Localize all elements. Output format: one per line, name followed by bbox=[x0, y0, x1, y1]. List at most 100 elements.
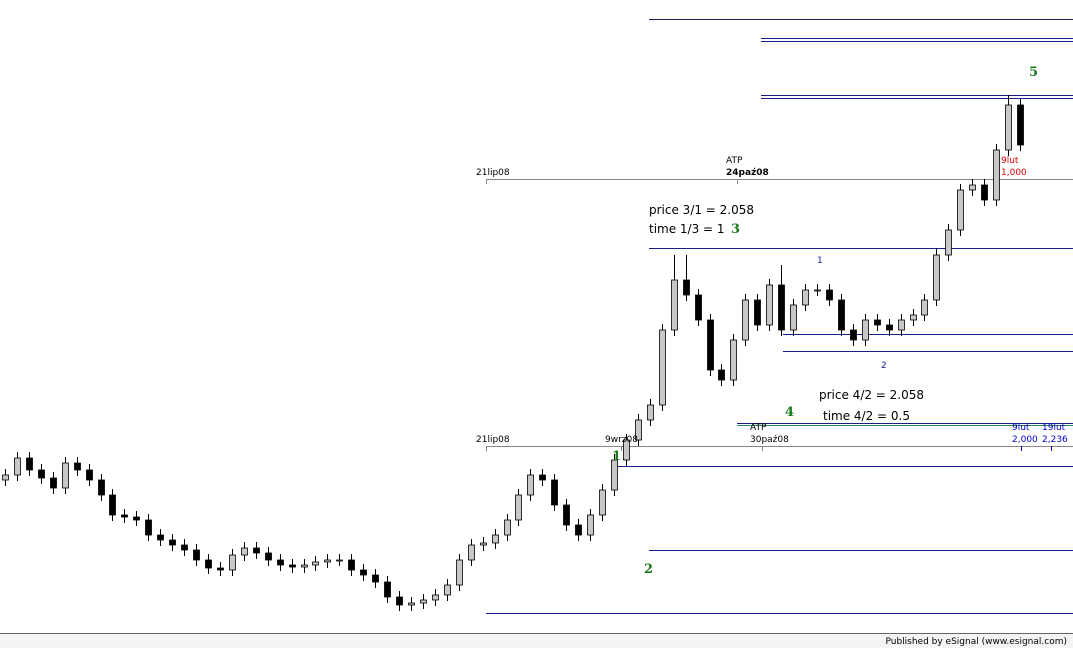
time-label: 30paź08 bbox=[750, 435, 789, 445]
fib-label: 1,000 bbox=[1001, 168, 1027, 178]
wave-label: 5 bbox=[1029, 65, 1038, 80]
candle-body bbox=[86, 469, 93, 481]
candle-body bbox=[539, 474, 546, 481]
candle-body bbox=[181, 544, 188, 551]
candle-body bbox=[874, 319, 881, 326]
candle-body bbox=[838, 299, 845, 331]
footer-text: Published by eSignal (www.esignal.com) bbox=[885, 637, 1067, 647]
minor-label: 2 bbox=[881, 361, 887, 371]
candle-body bbox=[289, 564, 296, 568]
candle-body bbox=[945, 229, 952, 256]
time-label: 21lip08 bbox=[476, 435, 510, 445]
wave-label: 2 bbox=[644, 562, 653, 577]
candle-body bbox=[850, 329, 857, 341]
candle-body bbox=[74, 462, 81, 471]
candle-body bbox=[766, 284, 773, 326]
fib-label: 9lut bbox=[1001, 156, 1019, 166]
annotation: time 1/3 = 1 bbox=[649, 222, 725, 236]
candle-body bbox=[301, 564, 308, 568]
candle-body bbox=[265, 552, 272, 561]
candle-body bbox=[587, 514, 594, 536]
candle-body bbox=[253, 547, 260, 554]
time-label: 24paź08 bbox=[726, 168, 769, 178]
candle-body bbox=[456, 559, 463, 586]
candle-body bbox=[695, 294, 702, 321]
candle-body bbox=[1017, 104, 1024, 146]
candle-body bbox=[778, 284, 785, 331]
candle-body bbox=[742, 299, 749, 341]
candle-body bbox=[886, 324, 893, 331]
candle-body bbox=[336, 559, 343, 562]
annotation: price 4/2 = 2.058 bbox=[819, 388, 924, 402]
candle-body bbox=[229, 554, 236, 571]
candle-body bbox=[432, 594, 439, 601]
annotation: price 3/1 = 2.058 bbox=[649, 203, 754, 217]
level-lines bbox=[486, 19, 1073, 614]
candle-body bbox=[730, 339, 737, 381]
candle-body bbox=[1005, 104, 1012, 151]
wave-label: 1 bbox=[612, 449, 621, 464]
candle-body bbox=[635, 419, 642, 441]
candle-body bbox=[683, 279, 690, 296]
candle-body bbox=[109, 494, 116, 516]
candle-body bbox=[312, 561, 319, 566]
candle-body bbox=[599, 489, 606, 516]
candle-body bbox=[515, 494, 522, 521]
candle-body bbox=[492, 534, 499, 544]
candle-body bbox=[372, 574, 379, 583]
candle-body bbox=[38, 469, 45, 479]
candle-body bbox=[348, 559, 355, 571]
time-label: 21lip08 bbox=[476, 168, 510, 178]
candle-body bbox=[133, 516, 140, 521]
candle-body bbox=[981, 184, 988, 201]
candle-body bbox=[145, 519, 152, 536]
candle-body bbox=[969, 184, 976, 191]
candle-body bbox=[611, 459, 618, 491]
fib-label: 19lut bbox=[1042, 423, 1066, 433]
candle-body bbox=[790, 304, 797, 331]
candle-body bbox=[898, 319, 905, 331]
candle-body bbox=[241, 547, 248, 556]
candle-body bbox=[623, 439, 630, 461]
annotation: time 4/2 = 0.5 bbox=[823, 409, 910, 423]
candle-body bbox=[563, 504, 570, 526]
candle-body bbox=[718, 369, 725, 381]
candle-body bbox=[826, 289, 833, 301]
candle-body bbox=[862, 319, 869, 341]
candle-body bbox=[647, 404, 654, 421]
candle-body bbox=[993, 149, 1000, 201]
candle-body bbox=[384, 581, 391, 598]
candle-body bbox=[157, 534, 164, 541]
time-label: ATP bbox=[726, 156, 743, 166]
fib-label: 9lut bbox=[1012, 423, 1030, 433]
candle-body bbox=[659, 329, 666, 406]
candle-body bbox=[671, 279, 678, 331]
candle-body bbox=[121, 514, 128, 518]
candle-body bbox=[62, 462, 69, 489]
candle-body bbox=[14, 457, 21, 476]
candle-body bbox=[193, 549, 200, 561]
candle-body bbox=[2, 474, 9, 481]
candle-body bbox=[444, 584, 451, 596]
fib-label: 2,236 bbox=[1042, 435, 1068, 445]
time-label: ATP bbox=[750, 423, 767, 433]
candle-body bbox=[802, 289, 809, 306]
candle-body bbox=[26, 457, 33, 471]
candle-body bbox=[551, 479, 558, 506]
candle-body bbox=[527, 474, 534, 496]
candle-body bbox=[324, 559, 331, 563]
candle-body bbox=[814, 289, 821, 292]
candle-body bbox=[957, 189, 964, 231]
fib-label: 2,000 bbox=[1012, 435, 1038, 445]
candle-body bbox=[396, 596, 403, 606]
candle-body bbox=[480, 542, 487, 546]
footer-bar bbox=[0, 633, 1073, 648]
candle-body bbox=[754, 299, 761, 326]
candle-body bbox=[910, 314, 917, 321]
candle-body bbox=[420, 599, 427, 604]
candle-body bbox=[933, 254, 940, 301]
wave-label: 3 bbox=[731, 222, 740, 237]
candle-body bbox=[217, 567, 224, 571]
